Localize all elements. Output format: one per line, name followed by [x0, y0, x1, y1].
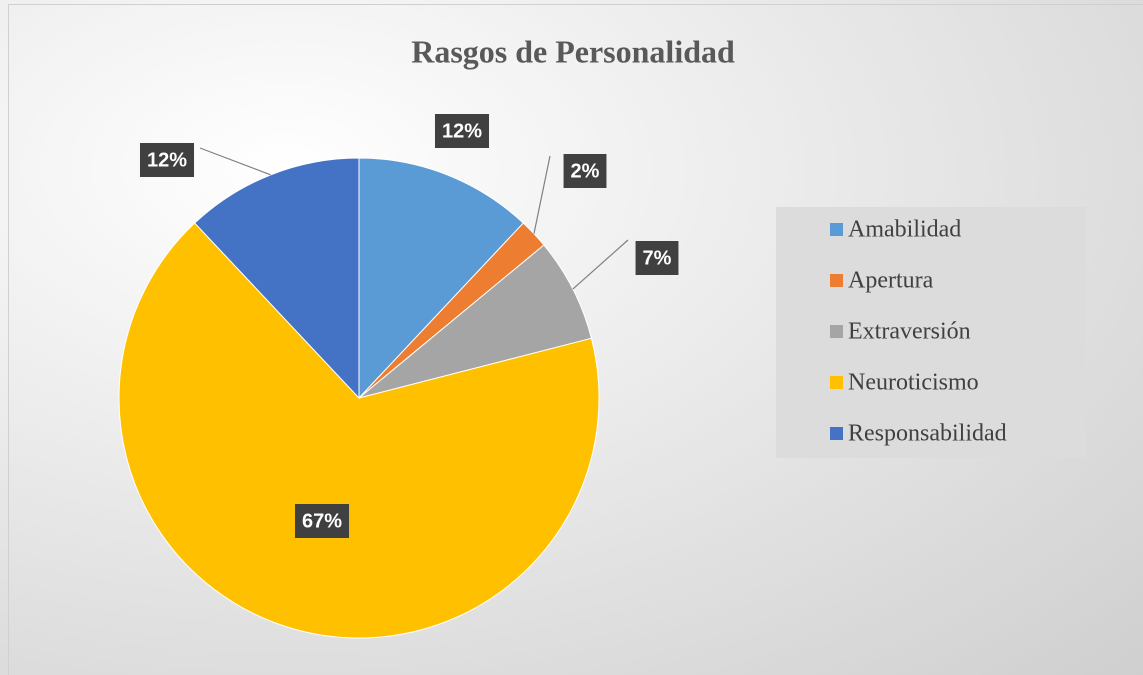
legend-swatch	[830, 274, 843, 287]
pie-slice	[194, 157, 360, 400]
data-label-box	[434, 114, 490, 148]
leader-line	[533, 155, 551, 234]
data-label: 7%	[643, 247, 672, 269]
data-label-box	[563, 154, 607, 188]
legend-label: Responsabilidad	[848, 421, 1007, 447]
legend-label: Amabilidad	[848, 217, 961, 243]
legend-swatch	[830, 325, 843, 338]
legend-swatch	[830, 376, 843, 389]
legend-box	[776, 207, 1086, 458]
data-label-box	[294, 504, 350, 538]
legend-label: Neuroticismo	[848, 370, 979, 396]
data-label: 67%	[302, 510, 342, 532]
data-label-box	[139, 143, 195, 177]
pie-slice	[358, 157, 524, 400]
pie-slice	[358, 244, 593, 399]
legend-swatch	[830, 223, 843, 236]
pie-slice	[118, 222, 600, 639]
legend-label: Apertura	[848, 268, 934, 294]
data-label: 12%	[147, 149, 187, 171]
chart-title: Rasgos de Personalidad	[411, 33, 735, 69]
data-label-box	[635, 241, 679, 275]
data-label: 12%	[442, 120, 482, 142]
data-label: 2%	[571, 160, 600, 182]
chart-border	[8, 4, 1143, 675]
legend-label: Extraversión	[848, 319, 971, 345]
leader-line	[199, 147, 271, 176]
leader-line	[572, 239, 629, 290]
legend-swatch	[830, 427, 843, 440]
